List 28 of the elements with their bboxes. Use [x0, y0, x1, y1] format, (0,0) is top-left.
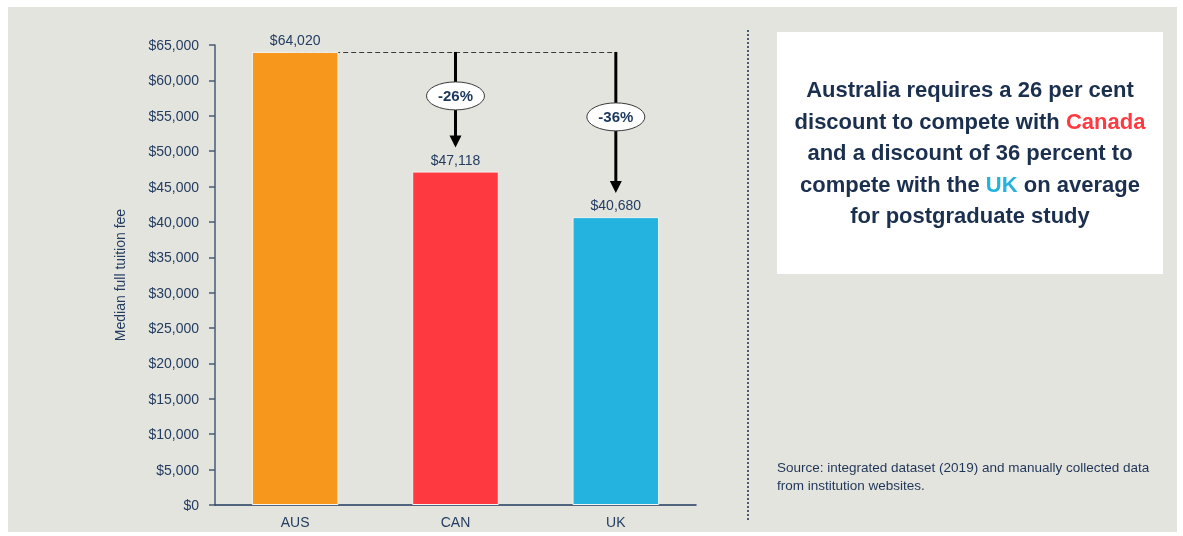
bar [412, 171, 499, 505]
y-tick-label: $30,000 [148, 284, 200, 301]
data-label: $64,020 [269, 31, 321, 48]
y-tick-label: $25,000 [148, 320, 200, 337]
x-tick-label: CAN [440, 514, 471, 530]
bar [572, 217, 660, 505]
data-label: $47,118 [430, 151, 481, 168]
data-label: $40,680 [590, 197, 642, 214]
y-tick-label: $55,000 [148, 107, 200, 124]
source-note: Source: integrated dataset (2019) and manually collected data from institution websites. [777, 460, 1150, 493]
y-axis-title: Median full tuition fee [112, 208, 128, 342]
y-tick-label: $5,000 [156, 461, 200, 478]
annotation: -36% [598, 108, 634, 126]
y-tick-label: $20,000 [148, 355, 200, 372]
y-tick-label: $40,000 [148, 213, 200, 230]
y-tick-label: $65,000 [148, 37, 200, 53]
y-tick-label: $10,000 [148, 426, 200, 443]
y-tick-label: $35,000 [148, 249, 200, 266]
bar [251, 51, 339, 505]
y-tick-label: $50,000 [148, 143, 200, 160]
text-card: Australia requires a 26 per cent discount to compete with Canada and a discount of 36 percent to compete with the UK on average for postgraduate study [777, 32, 1163, 274]
y-tick-label: $0 [183, 497, 200, 513]
annotation: -26% [437, 87, 474, 105]
x-tick-label: AUS [280, 514, 310, 530]
y-tick-label: $15,000 [148, 390, 200, 407]
y-tick-label: $60,000 [148, 72, 200, 89]
y-tick-label: $45,000 [148, 178, 200, 195]
x-tick-label: UK [606, 514, 627, 530]
